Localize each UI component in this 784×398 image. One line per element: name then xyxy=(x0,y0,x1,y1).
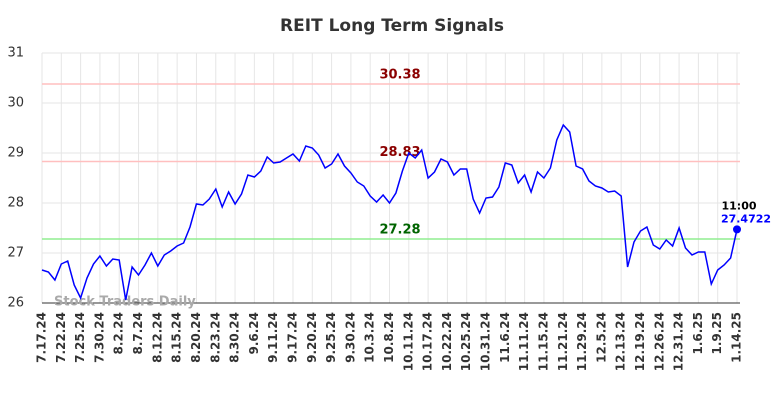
y-tick-label: 31 xyxy=(7,46,24,61)
x-tick-label: 12.5.24 xyxy=(594,312,608,363)
x-tick-label: 12.13.24 xyxy=(614,312,628,371)
x-tick-label: 9.11.24 xyxy=(266,312,280,363)
x-tick-label: 9.17.24 xyxy=(285,312,299,363)
x-tick-label: 8.7.24 xyxy=(131,312,145,355)
x-tick-label: 11.6.24 xyxy=(498,312,512,363)
x-tick-label: 10.22.24 xyxy=(440,312,454,371)
x-tick-label: 7.22.24 xyxy=(54,312,68,363)
x-tick-label: 10.8.24 xyxy=(382,312,396,363)
x-tick-label: 8.15.24 xyxy=(170,312,184,363)
x-tick-label: 7.17.24 xyxy=(35,312,49,363)
x-tick-label: 1.14.25 xyxy=(730,312,744,363)
x-tick-label: 8.30.24 xyxy=(228,312,242,363)
y-tick-label: 28 xyxy=(7,196,24,211)
x-tick-label: 12.26.24 xyxy=(652,312,666,371)
x-tick-label: 12.19.24 xyxy=(633,312,647,371)
x-tick-label: 9.30.24 xyxy=(343,312,357,363)
x-tick-label: 8.23.24 xyxy=(208,312,222,363)
x-tick-label: 9.6.24 xyxy=(247,312,261,355)
x-tick-label: 8.20.24 xyxy=(189,312,203,363)
last-time: 11:00 xyxy=(721,199,756,212)
last-point xyxy=(733,225,741,234)
x-tick-label: 7.25.24 xyxy=(73,312,87,363)
x-tick-label: 10.3.24 xyxy=(363,312,377,363)
last-value: 27.4722 xyxy=(721,212,771,225)
x-tick-label: 10.11.24 xyxy=(401,312,415,371)
x-tick-label: 11.11.24 xyxy=(517,312,531,371)
x-tick-label: 8.2.24 xyxy=(112,312,126,355)
signal-label: 27.28 xyxy=(379,223,420,238)
signal-label: 30.38 xyxy=(379,68,420,83)
y-tick-label: 29 xyxy=(7,146,24,161)
signal-label: 28.83 xyxy=(379,145,420,160)
x-tick-label: 9.25.24 xyxy=(324,312,338,363)
y-tick-label: 26 xyxy=(7,296,24,311)
x-tick-label: 9.20.24 xyxy=(305,312,319,363)
price-line xyxy=(41,123,738,301)
x-tick-label: 10.31.24 xyxy=(479,312,493,371)
x-tick-label: 1.6.25 xyxy=(691,312,705,355)
y-tick-label: 30 xyxy=(7,96,24,111)
chart-title: REIT Long Term Signals xyxy=(280,16,504,36)
x-tick-label: 11.21.24 xyxy=(556,312,570,371)
x-tick-label: 11.29.24 xyxy=(575,312,589,371)
x-tick-label: 11.15.24 xyxy=(536,312,550,371)
x-tick-label: 10.25.24 xyxy=(459,312,473,371)
x-tick-label: 8.12.24 xyxy=(150,312,164,363)
y-tick-label: 27 xyxy=(7,246,24,261)
x-tick-label: 10.17.24 xyxy=(421,312,435,371)
x-tick-label: 7.30.24 xyxy=(92,312,106,363)
watermark: Stock Traders Daily xyxy=(54,295,196,310)
x-tick-label: 1.9.25 xyxy=(710,312,724,355)
x-tick-label: 12.31.24 xyxy=(672,312,686,371)
